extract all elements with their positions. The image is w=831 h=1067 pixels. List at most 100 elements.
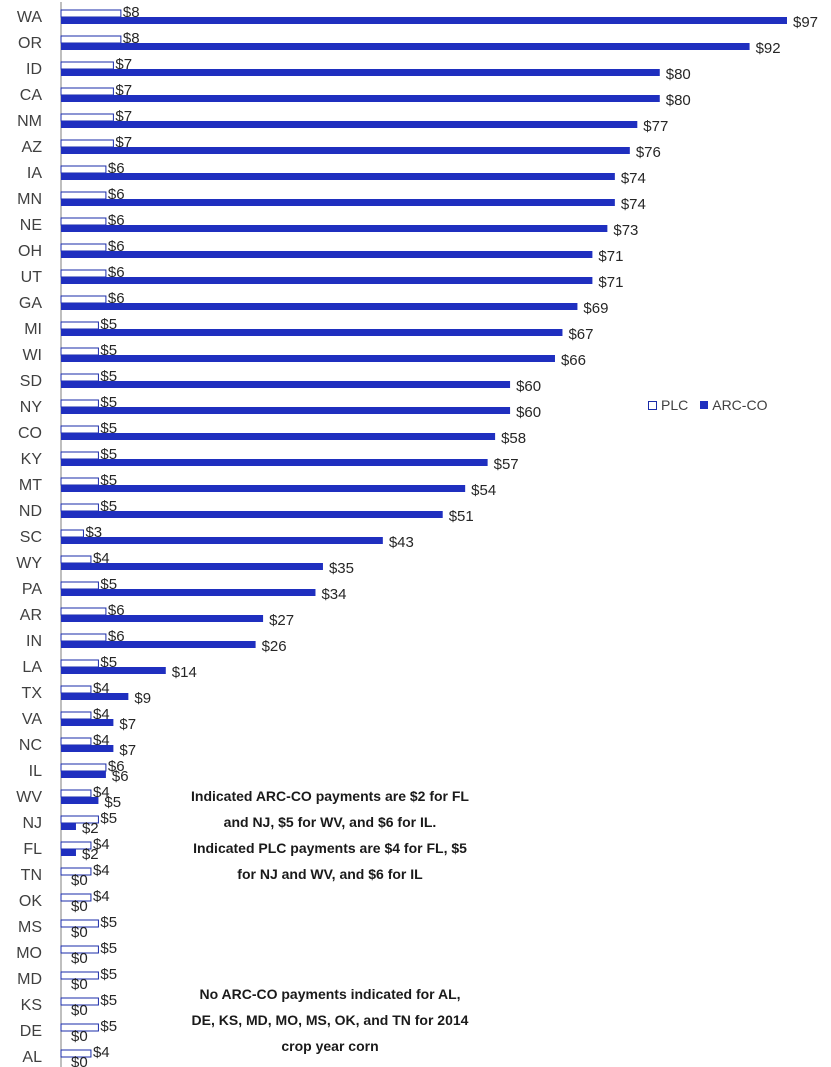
plc-value-label-nc: $4: [93, 732, 110, 749]
arc-co-bar-wa: [61, 17, 787, 24]
plc-bar-mt: [60, 477, 99, 486]
annotation-line: and NJ, $5 for WV, and $6 for IL.: [223, 814, 437, 830]
arc-co-bar-oh: [61, 251, 593, 258]
category-label-ne: NE: [20, 217, 42, 234]
category-label-nd: ND: [19, 503, 42, 520]
arc-co-bar-mt: [61, 485, 466, 492]
category-label-wv: WV: [16, 789, 42, 806]
plc-value-label-ca: $7: [115, 82, 132, 99]
plc-bar-in: [60, 633, 107, 642]
plc-value-label-wi: $5: [100, 342, 117, 359]
plc-bar-de: [60, 1023, 99, 1032]
plc-value-label-nj: $5: [100, 810, 117, 827]
plc-bar-wy: [60, 555, 92, 564]
category-label-ar: AR: [20, 607, 42, 624]
arc-co-value-label-ok: $0: [71, 898, 88, 915]
arc-co-bar-ca: [61, 95, 660, 102]
arc-co-value-label-il: $6: [112, 768, 129, 785]
plc-value-label-ne: $6: [108, 212, 125, 229]
arc-co-value-label-ky: $57: [494, 456, 519, 473]
plc-bar-tx: [60, 685, 92, 694]
category-label-ca: CA: [20, 87, 43, 104]
legend-arc-label: ARC-CO: [712, 397, 768, 413]
plc-bar-co: [60, 425, 99, 434]
arc-co-value-label-mt: $54: [471, 482, 496, 499]
category-label-in: IN: [26, 633, 42, 650]
plc-value-label-oh: $6: [108, 238, 125, 255]
arc-co-bar-mi: [61, 329, 563, 336]
category-label-de: DE: [20, 1023, 42, 1040]
category-label-wy: WY: [16, 555, 42, 572]
category-label-mi: MI: [24, 321, 42, 338]
plc-value-label-az: $7: [115, 134, 132, 151]
category-label-va: VA: [22, 711, 42, 728]
annotation-no-arc-payments: No ARC-CO payments indicated for AL, DE,…: [150, 981, 510, 1059]
category-label-ny: NY: [20, 399, 43, 416]
plc-value-label-mo: $5: [100, 940, 117, 957]
category-label-ks: KS: [21, 997, 42, 1014]
arc-co-value-label-mo: $0: [71, 950, 88, 967]
category-label-nc: NC: [19, 737, 42, 754]
category-label-ok: OK: [19, 893, 42, 910]
plc-value-label-ny: $5: [100, 394, 117, 411]
arc-co-bar-ar: [61, 615, 264, 622]
plc-value-label-la: $5: [100, 654, 117, 671]
plc-bar-ny: [60, 399, 99, 408]
category-label-sd: SD: [20, 373, 42, 390]
plc-bar-nm: [60, 113, 114, 122]
arc-co-bar-va: [61, 719, 114, 726]
category-label-fl: FL: [23, 841, 42, 858]
arc-co-bar-pa: [61, 589, 316, 596]
arc-co-bar-ne: [61, 225, 608, 232]
plc-bar-la: [60, 659, 99, 668]
legend-plc-label: PLC: [661, 397, 689, 413]
arc-co-bar-wv: [61, 797, 99, 804]
plc-value-label-ks: $5: [100, 992, 117, 1009]
arc-co-value-label-or: $92: [756, 40, 781, 57]
category-label-la: LA: [22, 659, 42, 676]
category-label-ky: KY: [21, 451, 43, 468]
plc-value-label-ia: $6: [108, 160, 125, 177]
plc-bar-ok: [60, 893, 92, 902]
plc-value-label-wy: $4: [93, 550, 110, 567]
plc-value-label-in: $6: [108, 628, 125, 645]
plc-value-label-fl: $4: [93, 836, 110, 853]
arc-co-bar-in: [61, 641, 256, 648]
plc-bar-ky: [60, 451, 99, 460]
arc-co-bar-ny: [61, 407, 511, 414]
arc-co-value-label-oh: $71: [598, 248, 623, 265]
arc-co-value-label-ne: $73: [613, 222, 638, 239]
category-label-tn: TN: [21, 867, 42, 884]
annotation-line: DE, KS, MD, MO, MS, OK, and TN for 2014: [191, 1012, 469, 1028]
plc-bar-al: [60, 1049, 92, 1058]
plc-bar-nd: [60, 503, 99, 512]
plc-bar-nc: [60, 737, 92, 746]
arc-co-value-label-wa: $97: [793, 14, 818, 31]
arc-co-value-label-pa: $34: [321, 586, 346, 603]
category-label-sc: SC: [20, 529, 42, 546]
arc-co-value-label-mi: $67: [568, 326, 593, 343]
arc-co-bar-ut: [61, 277, 593, 284]
arc-co-bar-ia: [61, 173, 615, 180]
plc-bar-mi: [60, 321, 99, 330]
arc-co-value-label-wv: $5: [104, 794, 121, 811]
category-label-il: IL: [29, 763, 42, 780]
arc-co-value-label-de: $0: [71, 1028, 88, 1045]
arc-co-value-label-tx: $9: [134, 690, 151, 707]
plc-bar-va: [60, 711, 92, 720]
annotation-line: crop year corn: [281, 1038, 379, 1054]
plc-value-label-nm: $7: [115, 108, 132, 125]
category-label-nm: NM: [17, 113, 42, 130]
plc-value-label-il: $6: [108, 758, 125, 775]
plc-bar-ar: [60, 607, 107, 616]
arc-co-bar-mn: [61, 199, 615, 206]
plc-bar-id: [60, 61, 114, 70]
arc-co-value-label-mn: $74: [621, 196, 646, 213]
plc-value-label-tn: $4: [93, 862, 110, 879]
arc-co-bar-ga: [61, 303, 578, 310]
arc-co-bar-ky: [61, 459, 488, 466]
plc-bar-ia: [60, 165, 107, 174]
plc-value-label-nd: $5: [100, 498, 117, 515]
annotation-il-fl-nj-wv: Indicated ARC-CO payments are $2 for FL …: [150, 783, 510, 887]
